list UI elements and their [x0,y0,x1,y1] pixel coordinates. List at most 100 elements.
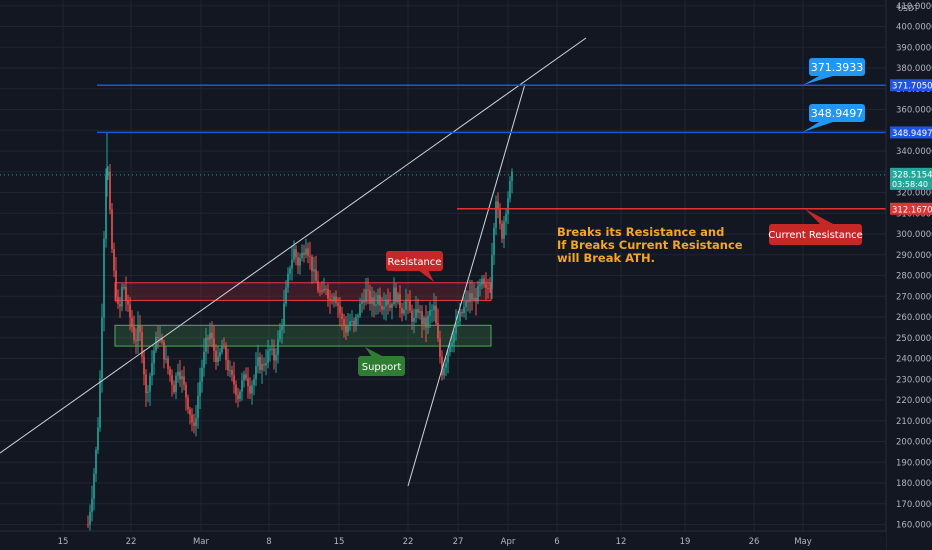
time-axis-bg [0,531,886,550]
candle [309,241,311,270]
candle [265,349,267,376]
candle [139,315,141,342]
x-tick-label: 26 [749,537,760,547]
candle [135,328,137,354]
y-tick-label: 290.0000 [896,251,932,261]
candle [315,255,317,284]
y-tick-label: 360.0000 [896,106,932,116]
candle [251,380,253,405]
candle [333,292,335,308]
price-axis[interactable]: 160.0000 170.0000 180.0000 190.0000 200.0000… [885,0,932,550]
candle [409,290,411,314]
candle [419,304,421,320]
y-tick-label: 300.0000 [896,230,932,240]
y-tick-label: 230.0000 [896,375,932,385]
candle [435,296,437,326]
candle [235,380,237,403]
candle [389,292,391,312]
candle [401,302,403,322]
candle [339,297,341,327]
callout-support[interactable]: Support [358,347,405,376]
candle [321,280,323,295]
candle [273,339,275,370]
candle [421,305,423,338]
candle [261,354,263,384]
candle [329,290,331,314]
candle [447,348,449,374]
price-tag-349[interactable]: 348.9497 [890,126,932,139]
candle [209,322,211,347]
candle [271,338,273,356]
candle [173,380,175,395]
candle [391,301,393,320]
candle [277,330,279,364]
candle [185,381,187,411]
x-tick-label: 15 [334,537,345,547]
y-tick-label: 250.0000 [896,334,932,344]
candle [127,294,129,313]
candle [479,278,481,297]
candle [471,280,473,311]
x-tick-label: 22 [126,537,137,547]
candle [351,310,353,326]
candle [225,342,227,371]
y-tick-label: 180.0000 [896,479,932,489]
candle [249,377,251,399]
candle [289,265,291,281]
candle [383,292,385,320]
candle [501,220,503,243]
candle [119,296,121,318]
zones [114,282,492,347]
candle [203,338,205,377]
candle [375,292,377,315]
candle [163,339,165,369]
candle [413,308,415,334]
candle [331,293,333,305]
support-zone [114,324,492,347]
candle [387,288,389,315]
candle [345,316,347,340]
resistance-zone [114,282,492,301]
callout-371-3933[interactable]: 371.3933 [803,58,865,85]
x-tick-label: 19 [680,537,691,547]
candle [175,372,177,400]
candle [335,290,337,307]
candle [217,346,219,366]
candle [417,298,419,319]
candle [239,389,241,402]
candle [473,283,475,302]
candle [111,203,113,253]
candle [129,297,131,331]
candle [275,347,277,373]
price-tag-312[interactable]: 312.1670 [890,202,932,216]
candle [407,293,409,315]
candle [481,275,483,290]
candle [197,382,199,429]
callout-348-9497[interactable]: 348.9497 [803,104,865,132]
candle [305,238,307,259]
analysis-note-line: will Break ATH. [557,251,655,265]
candle [371,286,373,317]
candle [125,276,127,312]
price-tag-371[interactable]: 371.7050 [890,79,932,92]
callout-current-resistance-text: Current Resistance [768,230,863,241]
callout-current-resistance[interactable]: Current Resistance [768,209,863,245]
candle [507,191,509,225]
candle [91,485,93,522]
callout-371-3933-text: 371.3933 [811,61,864,74]
current-price-text: 328.5154 [892,170,932,180]
candle [137,311,139,354]
time-axis[interactable]: 15 22 Mar 8 15 22 27 Apr 6 12 19 26 May [0,530,886,550]
candle [505,208,507,236]
callout-resistance[interactable]: Resistance [386,251,443,282]
candle [133,315,135,344]
y-tick-label: 240.0000 [896,355,932,365]
candle [393,277,395,307]
candle [151,350,153,386]
candle [493,223,495,265]
candle [465,290,467,320]
candle [237,387,239,408]
y-tick-label: 210.0000 [896,417,932,427]
